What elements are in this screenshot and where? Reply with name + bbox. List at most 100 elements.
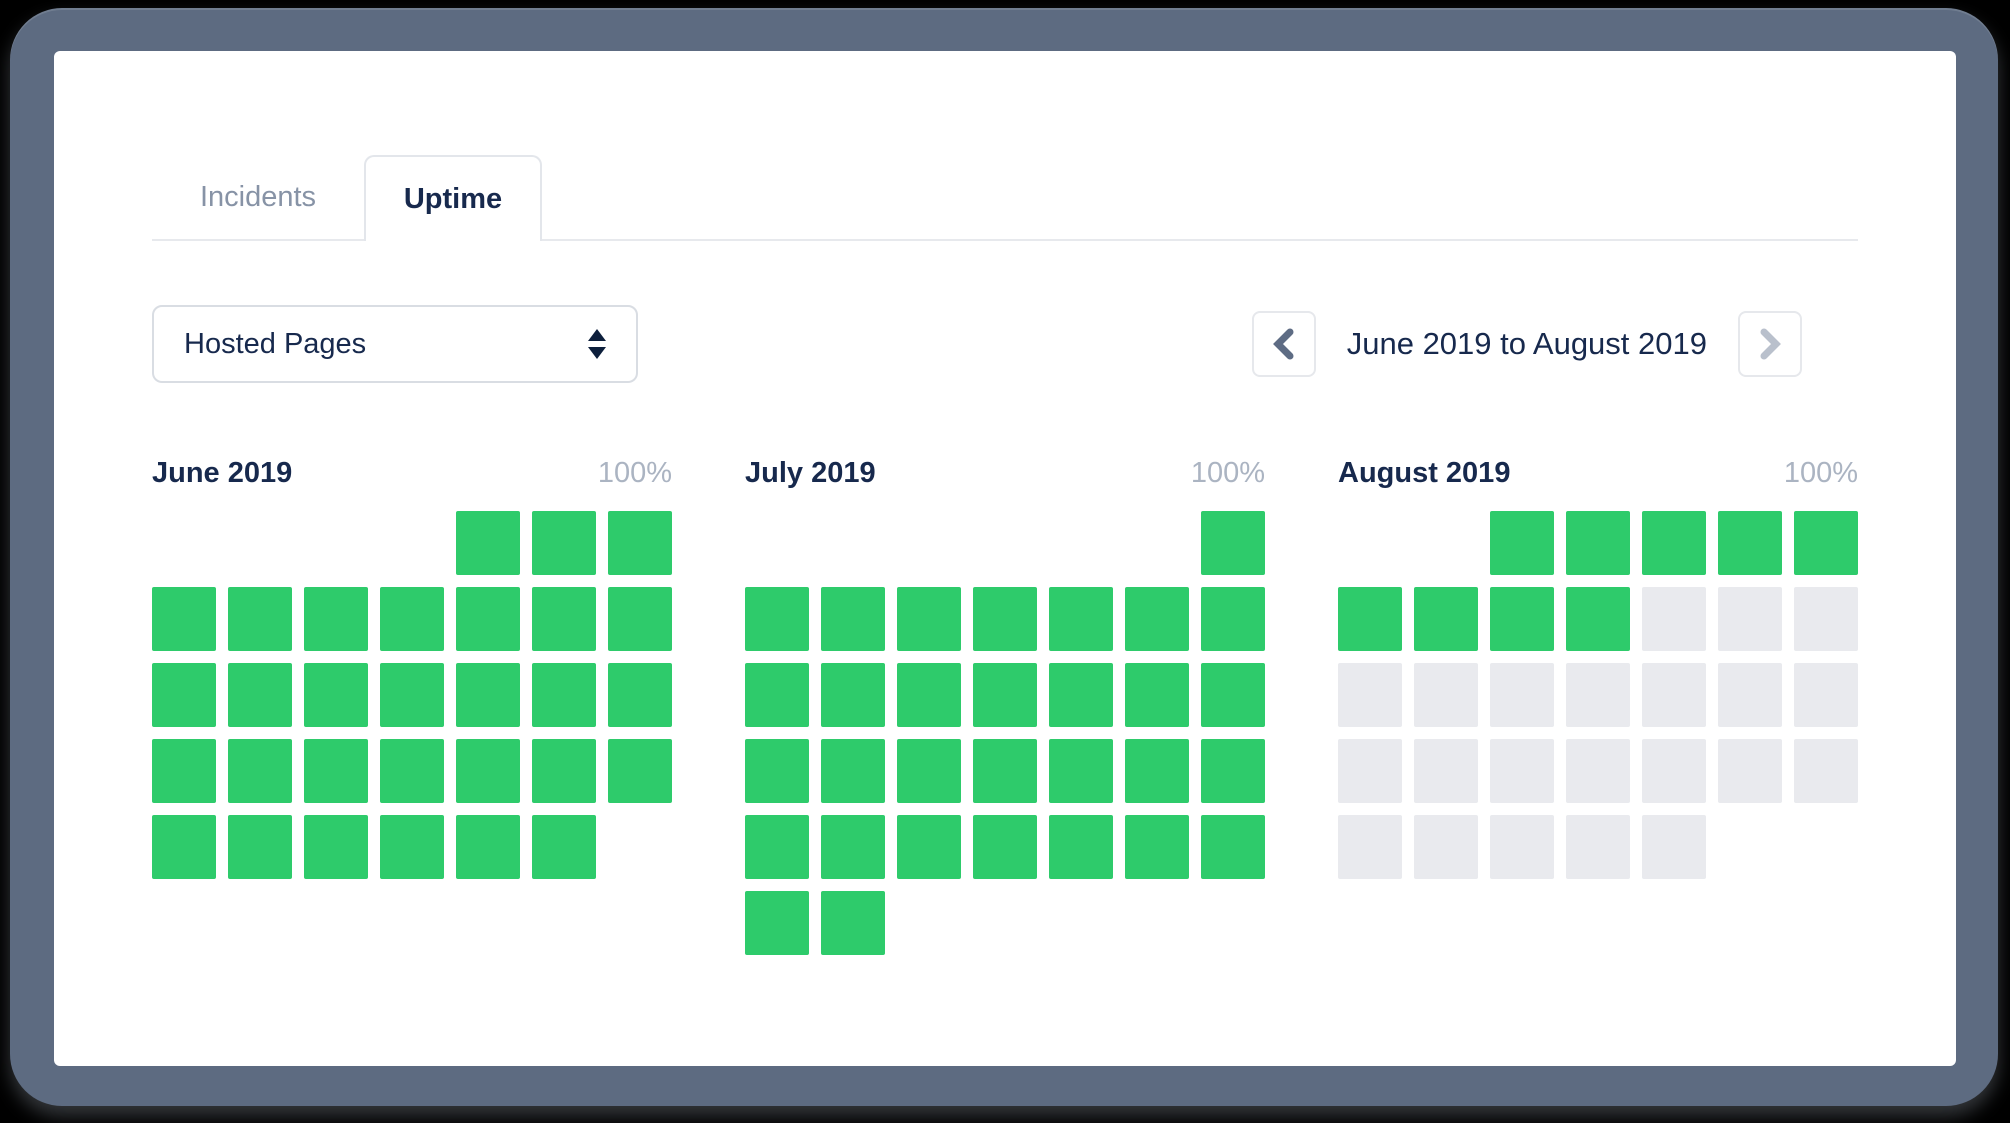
day-cell-pending[interactable] [1642, 815, 1706, 879]
day-cell-up[interactable] [1338, 587, 1402, 651]
day-cell-up[interactable] [1201, 511, 1265, 575]
day-cell-pending[interactable] [1566, 739, 1630, 803]
tab-incidents[interactable]: Incidents [152, 155, 364, 239]
day-cell-up[interactable] [1642, 511, 1706, 575]
day-cell-up[interactable] [456, 587, 520, 651]
previous-range-button[interactable] [1251, 311, 1316, 377]
day-cell-pending[interactable] [1718, 663, 1782, 727]
day-cell-up[interactable] [456, 511, 520, 575]
day-cell-up[interactable] [821, 663, 885, 727]
day-cell-up[interactable] [304, 739, 368, 803]
day-cell-up[interactable] [1049, 739, 1113, 803]
day-cell-up[interactable] [380, 739, 444, 803]
day-cell-up[interactable] [897, 663, 961, 727]
day-cell-up[interactable] [1566, 511, 1630, 575]
day-cell-pending[interactable] [1414, 815, 1478, 879]
day-cell-up[interactable] [608, 511, 672, 575]
day-cell-up[interactable] [152, 815, 216, 879]
day-cell-up[interactable] [532, 663, 596, 727]
day-cell-pending[interactable] [1490, 663, 1554, 727]
day-cell-up[interactable] [1049, 815, 1113, 879]
day-cell-up[interactable] [973, 815, 1037, 879]
next-range-button[interactable] [1738, 311, 1802, 377]
day-cell-up[interactable] [821, 891, 885, 955]
day-cell-pending[interactable] [1490, 815, 1554, 879]
day-cell-up[interactable] [821, 587, 885, 651]
day-cell-up[interactable] [1125, 815, 1189, 879]
uptime-calendars: June 2019 100% July 2019 100% August 2019 100… [152, 457, 1858, 955]
day-cell-up[interactable] [745, 891, 809, 955]
day-cell-pending[interactable] [1642, 739, 1706, 803]
day-cell-up[interactable] [152, 587, 216, 651]
day-cell-up[interactable] [380, 587, 444, 651]
day-cell-up[interactable] [973, 663, 1037, 727]
day-cell-up[interactable] [304, 663, 368, 727]
day-cell-pending[interactable] [1338, 739, 1402, 803]
day-cell-pending[interactable] [1338, 663, 1402, 727]
day-cell-up[interactable] [456, 815, 520, 879]
day-cell-pending[interactable] [1718, 739, 1782, 803]
day-cell-up[interactable] [821, 739, 885, 803]
day-cell-up[interactable] [304, 587, 368, 651]
day-cell-pending[interactable] [1414, 739, 1478, 803]
day-cell-up[interactable] [973, 739, 1037, 803]
day-cell-up[interactable] [1201, 587, 1265, 651]
day-cell-up[interactable] [532, 587, 596, 651]
day-cell-up[interactable] [1201, 663, 1265, 727]
day-cell-up[interactable] [380, 815, 444, 879]
day-cell-up[interactable] [973, 587, 1037, 651]
day-cell-pending[interactable] [1566, 663, 1630, 727]
day-cell-pending[interactable] [1566, 815, 1630, 879]
day-cell-up[interactable] [745, 587, 809, 651]
day-cell-up[interactable] [532, 511, 596, 575]
day-cell-up[interactable] [1794, 511, 1858, 575]
day-cell-pending[interactable] [1490, 739, 1554, 803]
day-cell-up[interactable] [456, 663, 520, 727]
day-cell-pending[interactable] [1414, 663, 1478, 727]
day-cell-up[interactable] [1414, 587, 1478, 651]
day-cell-pending[interactable] [1338, 815, 1402, 879]
day-cell-up[interactable] [456, 739, 520, 803]
tab-incidents-label: Incidents [199, 180, 317, 213]
day-cell-up[interactable] [897, 815, 961, 879]
day-cell-up[interactable] [897, 739, 961, 803]
day-cell-up[interactable] [1201, 815, 1265, 879]
day-cell-up[interactable] [532, 815, 596, 879]
day-cell-up[interactable] [1049, 663, 1113, 727]
day-cell-up[interactable] [1490, 587, 1554, 651]
day-cell-up[interactable] [532, 739, 596, 803]
day-cell-pending[interactable] [1794, 587, 1858, 651]
day-cell-up[interactable] [1049, 587, 1113, 651]
day-cell-up[interactable] [1718, 511, 1782, 575]
day-cell-pending[interactable] [1794, 739, 1858, 803]
day-cell-up[interactable] [608, 663, 672, 727]
day-cell-up[interactable] [228, 663, 292, 727]
day-cell-pending[interactable] [1642, 587, 1706, 651]
day-cell-up[interactable] [821, 815, 885, 879]
day-cell-up[interactable] [380, 663, 444, 727]
day-cell-up[interactable] [897, 587, 961, 651]
day-cell-up[interactable] [152, 739, 216, 803]
day-cell-up[interactable] [1125, 663, 1189, 727]
tab-uptime[interactable]: Uptime [364, 155, 542, 241]
day-cell-up[interactable] [1125, 587, 1189, 651]
day-cell-up[interactable] [228, 587, 292, 651]
day-cell-up[interactable] [228, 739, 292, 803]
day-cell-up[interactable] [152, 663, 216, 727]
day-cell-up[interactable] [745, 663, 809, 727]
day-cell-up[interactable] [1566, 587, 1630, 651]
day-cell-up[interactable] [228, 815, 292, 879]
page-selector-dropdown[interactable]: Hosted Pages [152, 305, 638, 383]
day-cell-up[interactable] [745, 815, 809, 879]
day-cell-up[interactable] [745, 739, 809, 803]
day-cell-up[interactable] [1125, 739, 1189, 803]
day-cell-pending[interactable] [1718, 587, 1782, 651]
day-cell-up[interactable] [608, 739, 672, 803]
day-cell-up[interactable] [304, 815, 368, 879]
day-cell-up[interactable] [608, 587, 672, 651]
day-cell-pending[interactable] [1794, 663, 1858, 727]
day-cell-pending[interactable] [1642, 663, 1706, 727]
day-cell-up[interactable] [1490, 511, 1554, 575]
day-cell-up[interactable] [1201, 739, 1265, 803]
select-updown-icon [588, 329, 606, 359]
